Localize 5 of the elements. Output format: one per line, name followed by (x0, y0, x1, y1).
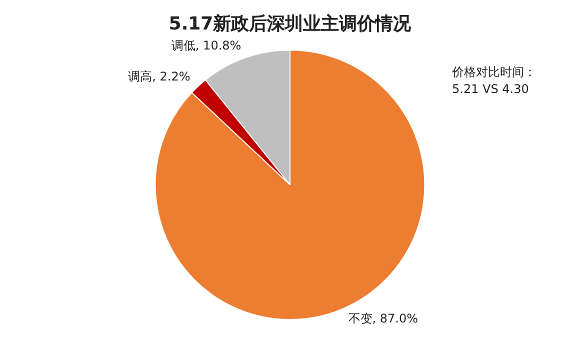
chart-title: 5.17新政后深圳业主调价情况 (168, 13, 412, 34)
text: 价格对比时间： 5.21 VS 4.30 (452, 64, 536, 98)
slice-label: 调高, 2.2% (128, 69, 190, 84)
slice-label: 调低, 10.8% (171, 38, 242, 53)
slice-label: 不变, 87.0% (348, 312, 418, 326)
